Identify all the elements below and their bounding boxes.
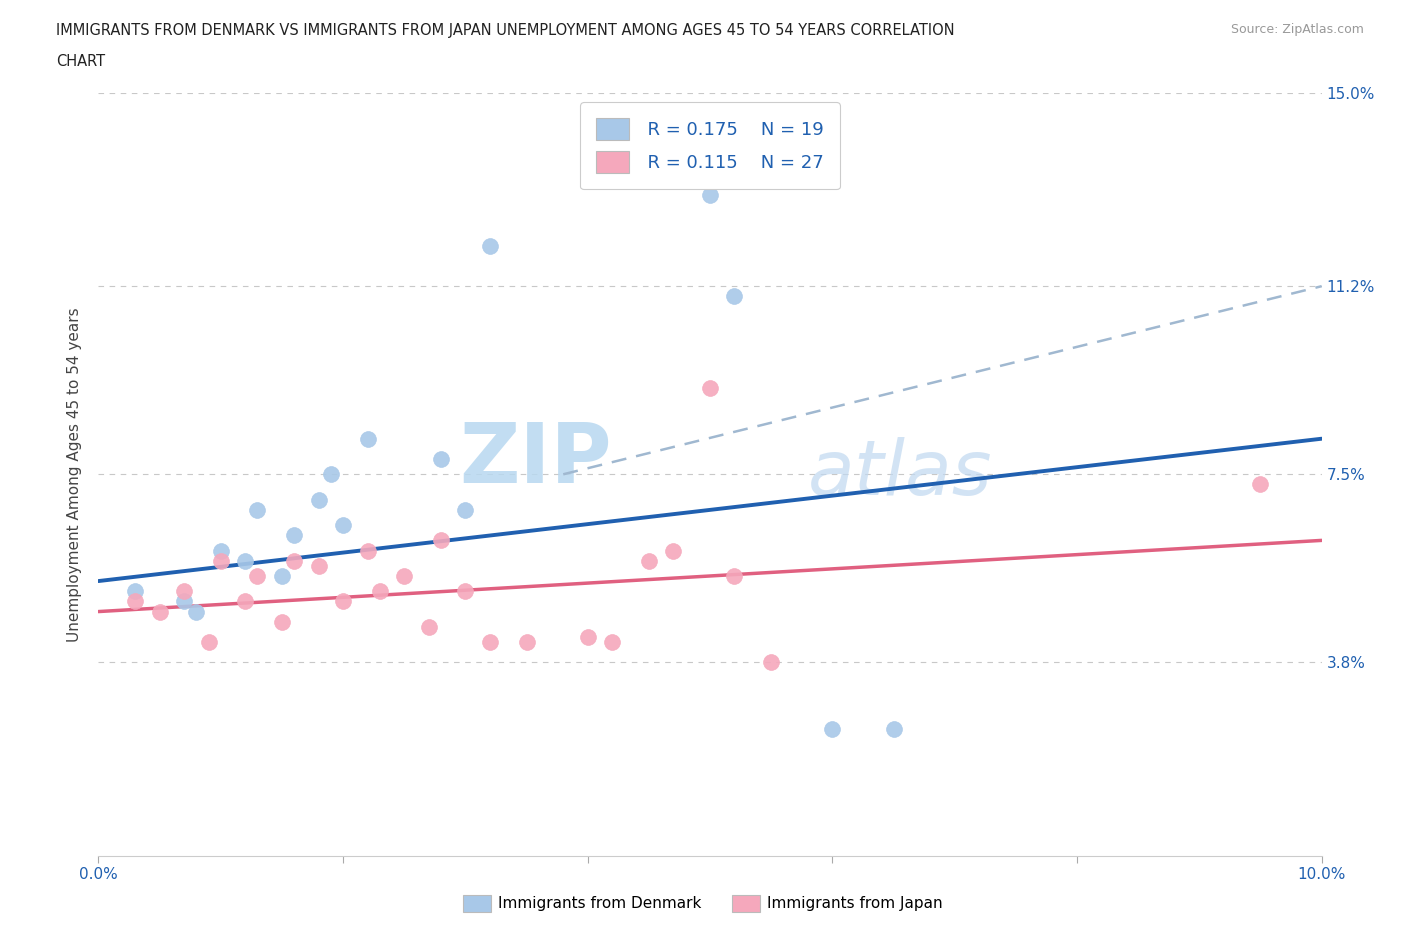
Point [392, 568, 416, 583]
Point [233, 594, 256, 609]
Point [270, 568, 292, 583]
Point [186, 604, 208, 619]
Legend:   R = 0.175    N = 19,   R = 0.115    N = 27: R = 0.175 N = 19, R = 0.115 N = 27 [581, 102, 839, 190]
Text: Source: ZipAtlas.com: Source: ZipAtlas.com [1230, 23, 1364, 36]
Point [821, 721, 844, 736]
Point [356, 432, 378, 446]
Point [516, 634, 538, 649]
Point [124, 594, 146, 609]
Y-axis label: Unemployment Among Ages 45 to 54 years: Unemployment Among Ages 45 to 54 years [67, 307, 83, 642]
Point [332, 518, 354, 533]
Text: CHART: CHART [56, 54, 105, 69]
Point [723, 568, 745, 583]
Point [332, 594, 354, 609]
Text: IMMIGRANTS FROM DENMARK VS IMMIGRANTS FROM JAPAN UNEMPLOYMENT AMONG AGES 45 TO 5: IMMIGRANTS FROM DENMARK VS IMMIGRANTS FR… [56, 23, 955, 38]
Legend: Immigrants from Denmark, Immigrants from Japan: Immigrants from Denmark, Immigrants from… [457, 889, 949, 918]
Text: ZIP: ZIP [460, 418, 612, 499]
Point [699, 187, 721, 202]
Point [173, 594, 195, 609]
Point [600, 634, 623, 649]
Point [418, 619, 440, 634]
Point [699, 380, 721, 395]
Point [233, 553, 256, 568]
Point [454, 584, 477, 599]
Point [478, 238, 501, 253]
Point [124, 584, 146, 599]
Point [430, 452, 453, 467]
Point [308, 492, 330, 507]
Point [209, 553, 232, 568]
Point [662, 543, 685, 558]
Point [319, 467, 342, 482]
Point [478, 634, 501, 649]
Point [430, 533, 453, 548]
Point [246, 568, 269, 583]
Point [308, 558, 330, 573]
Point [454, 502, 477, 517]
Point [173, 584, 195, 599]
Point [246, 502, 269, 517]
Point [356, 543, 378, 558]
Point [270, 615, 292, 630]
Point [197, 634, 219, 649]
Point [883, 721, 905, 736]
Point [759, 655, 782, 670]
Point [1249, 477, 1271, 492]
Point [368, 584, 391, 599]
Point [283, 553, 305, 568]
Point [149, 604, 172, 619]
Point [637, 553, 661, 568]
Point [576, 630, 599, 644]
Text: atlas: atlas [808, 437, 993, 512]
Point [283, 528, 305, 543]
Point [723, 289, 745, 304]
Point [209, 543, 232, 558]
